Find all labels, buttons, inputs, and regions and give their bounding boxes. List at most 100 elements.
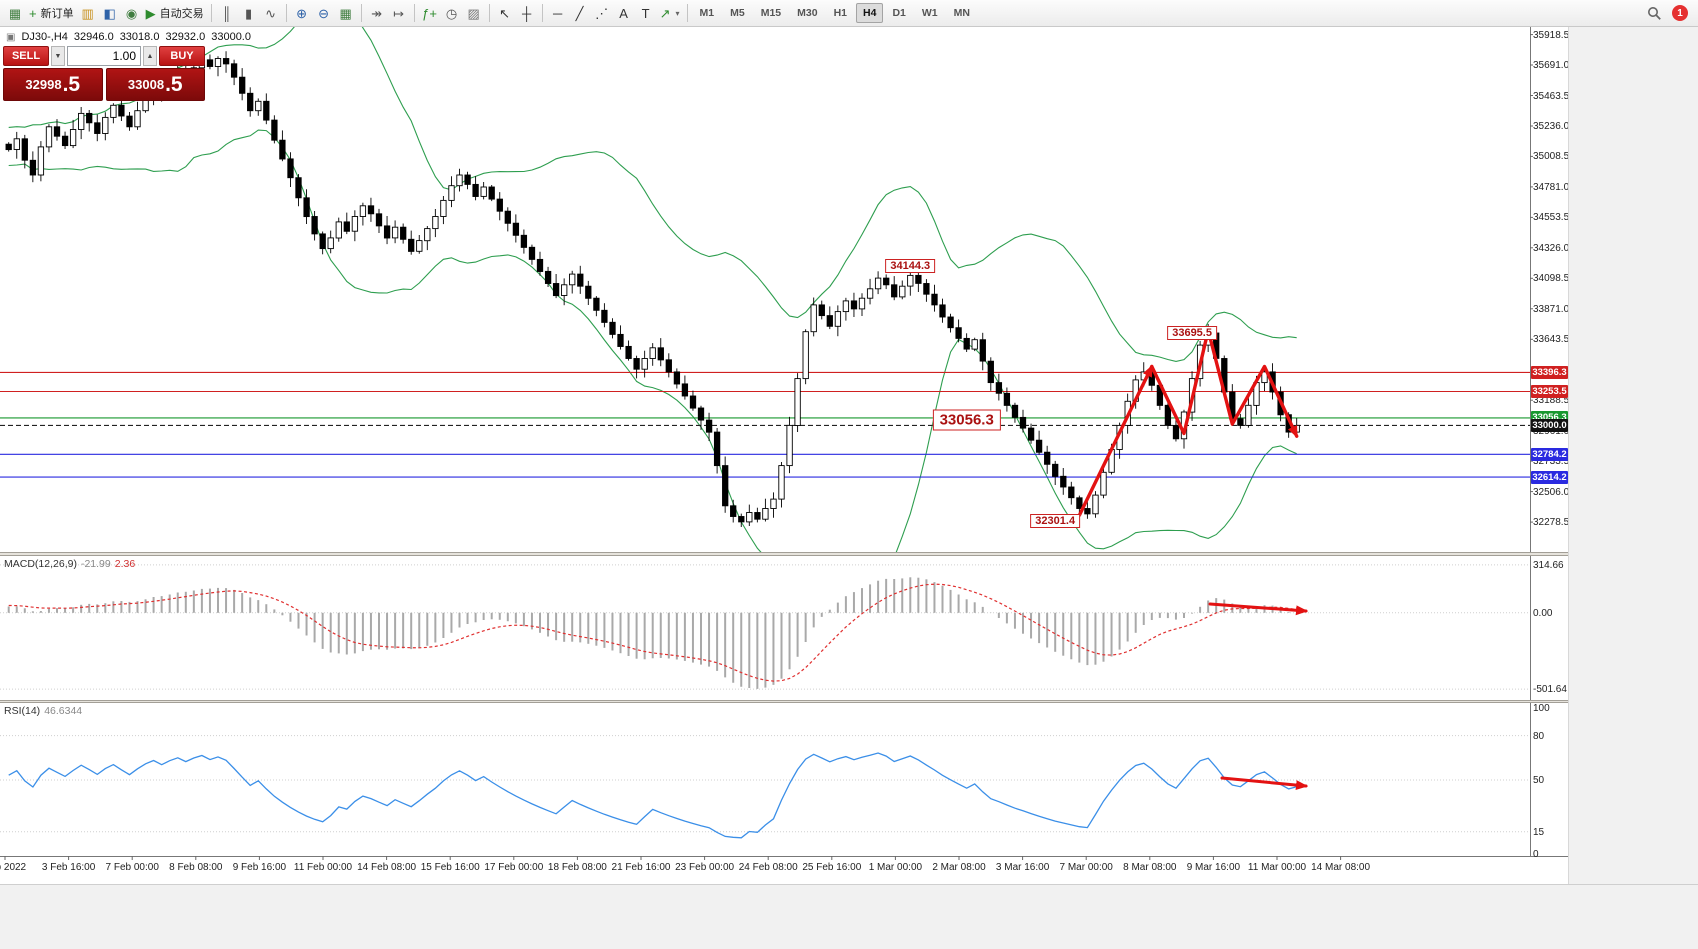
- autotrading-glyph: ▶: [145, 5, 156, 21]
- new-order-button[interactable]: + 新订单: [26, 2, 77, 24]
- line-chart-icon[interactable]: ∿: [260, 2, 282, 24]
- chart-canvas[interactable]: [0, 0, 1568, 884]
- timeframe-mn[interactable]: MN: [947, 3, 977, 23]
- symbol-period-label: DJ30-,H4: [21, 31, 68, 43]
- zoom-out-icon-glyph: ⊖: [318, 5, 330, 21]
- chart-shift-icon[interactable]: ↦: [388, 2, 410, 24]
- volume-increase-button[interactable]: ▲: [143, 46, 157, 66]
- horizontal-line-icon[interactable]: ─: [547, 2, 569, 24]
- market-watch-icon[interactable]: ▥: [77, 2, 99, 24]
- chart-symbol-header: ▣ DJ30-,H4 32946.0 33018.0 32932.0 33000…: [6, 31, 251, 43]
- ohlc-close: 33000.0: [211, 31, 251, 43]
- line-chart-icon-glyph: ∿: [265, 5, 277, 21]
- crosshair-icon[interactable]: ┼: [516, 2, 538, 24]
- trade-panel-controls: SELL ▼ ▲ BUY: [3, 46, 205, 66]
- horizontal-line-icon-glyph: ─: [552, 5, 563, 21]
- indicators-icon[interactable]: ƒ+: [419, 2, 441, 24]
- toolbar-separator: [360, 4, 362, 22]
- data-window-icon[interactable]: ◧: [99, 2, 121, 24]
- candlestick-chart-icon[interactable]: ▮: [238, 2, 260, 24]
- chart-shift-icon-glyph: ↦: [393, 5, 405, 21]
- one-click-trading-panel: SELL ▼ ▲ BUY 32998 .5 33008 .5: [3, 46, 205, 101]
- equidistant-channel-icon[interactable]: ⋰: [591, 2, 613, 24]
- chart-type-icon: ▣: [6, 31, 16, 43]
- price-annotation[interactable]: 33056.3: [932, 409, 1001, 431]
- auto-scroll-icon[interactable]: ↠: [366, 2, 388, 24]
- periods-icon[interactable]: ◷: [441, 2, 463, 24]
- tile-windows-icon[interactable]: ▦: [335, 2, 357, 24]
- price-annotation[interactable]: 34144.3: [885, 259, 936, 274]
- bar-chart-icon[interactable]: ║: [216, 2, 238, 24]
- price-annotation[interactable]: 33695.5: [1167, 326, 1217, 340]
- ohlc-open: 32946.0: [73, 31, 114, 43]
- buy-button[interactable]: BUY: [159, 46, 205, 66]
- timeframe-toolbar: M1 M5 M15 M30 H1 H4 D1 W1 MN: [692, 3, 978, 23]
- timeframe-m15[interactable]: M15: [754, 3, 788, 23]
- trendline-icon[interactable]: ╱: [569, 2, 591, 24]
- time-axis[interactable]: [0, 856, 1568, 884]
- autotrading-button[interactable]: ▶ 自动交易: [143, 2, 207, 24]
- timeframe-w1[interactable]: W1: [915, 3, 945, 23]
- timeframe-h4[interactable]: H4: [856, 3, 884, 23]
- volume-decrease-button[interactable]: ▼: [51, 46, 65, 66]
- timeframe-m1[interactable]: M1: [693, 3, 722, 23]
- periods-icon-glyph: ◷: [445, 5, 458, 21]
- toolbar-separator: [413, 4, 415, 22]
- toolbar-separator: [488, 4, 490, 22]
- buy-price-main: 33008: [127, 77, 165, 92]
- autotrading-button-label: 自动交易: [159, 8, 204, 20]
- macd-main-value: -21.99: [80, 558, 111, 570]
- rsi-indicator-label: RSI(14) 46.6344: [4, 705, 82, 717]
- notification-badge[interactable]: 1: [1672, 5, 1688, 21]
- arrows-tool-icon-glyph: ↗: [659, 5, 671, 21]
- text-label-icon[interactable]: T: [635, 2, 657, 24]
- new-chart-icon-glyph: ▦: [8, 5, 22, 21]
- price-annotation[interactable]: 32301.4: [1030, 513, 1081, 528]
- toolbar-separator: [285, 4, 287, 22]
- trade-panel-prices: 32998 .5 33008 .5: [3, 68, 205, 101]
- templates-icon-glyph: ▨: [467, 5, 480, 21]
- search-icon: [1647, 6, 1661, 20]
- market-watch-icon-glyph: ▥: [81, 5, 94, 21]
- zoom-out-icon[interactable]: ⊖: [313, 2, 335, 24]
- arrows-tool-icon[interactable]: ↗ ▾: [657, 2, 683, 24]
- timeframe-d1[interactable]: D1: [885, 3, 912, 23]
- pane-divider-rsi[interactable]: [0, 700, 1568, 703]
- text-label-icon-glyph: T: [641, 5, 650, 21]
- sell-button[interactable]: SELL: [3, 46, 49, 66]
- macd-signal-value: 2.36: [114, 558, 136, 570]
- price-axis[interactable]: [1530, 27, 1568, 856]
- indicators-icon-glyph: ƒ+: [422, 5, 437, 21]
- navigator-icon[interactable]: ◉: [121, 2, 143, 24]
- timeframe-m30[interactable]: M30: [790, 3, 824, 23]
- pane-divider-macd[interactable]: [0, 552, 1568, 556]
- rsi-value: 46.6344: [44, 705, 83, 717]
- zoom-in-icon[interactable]: ⊕: [291, 2, 313, 24]
- zoom-in-icon-glyph: ⊕: [296, 5, 308, 21]
- volume-input[interactable]: [67, 46, 141, 66]
- timeframe-m5[interactable]: M5: [723, 3, 752, 23]
- tile-windows-icon-glyph: ▦: [339, 5, 352, 21]
- sell-price-display[interactable]: 32998 .5: [3, 68, 103, 101]
- timeframe-h1[interactable]: H1: [827, 3, 854, 23]
- search-button[interactable]: [1643, 2, 1665, 24]
- buy-price-display[interactable]: 33008 .5: [105, 68, 205, 101]
- toolbar-left-groups: ▦ + 新订单 ▥ ◧ ◉ ▶ 自动交易 ║ ▮ ∿ ⊕ ⊖ ▦ ↠ ↦ ƒ+ ◷ ▨ ↖ ┼ ─ ╱ ⋰ A T ↗ ▾: [4, 2, 683, 24]
- cursor-icon[interactable]: ↖: [494, 2, 516, 24]
- bar-chart-icon-glyph: ║: [221, 5, 232, 21]
- new-chart-icon[interactable]: ▦: [4, 2, 26, 24]
- equidistant-channel-icon-glyph: ⋰: [595, 5, 609, 21]
- auto-scroll-icon-glyph: ↠: [371, 5, 383, 21]
- text-icon[interactable]: A: [613, 2, 635, 24]
- new-order-button-label: 新订单: [40, 8, 74, 20]
- ohlc-low: 32932.0: [165, 31, 206, 43]
- chart-window[interactable]: 35918.5 35691.0 35463.5 35236.0 35008.5 34781…: [0, 0, 1569, 884]
- trendline-icon-glyph: ╱: [575, 5, 584, 21]
- macd-name: MACD(12,26,9): [4, 558, 77, 570]
- toolbar: ▦ + 新订单 ▥ ◧ ◉ ▶ 自动交易 ║ ▮ ∿ ⊕ ⊖ ▦ ↠ ↦ ƒ+ ◷ ▨ ↖ ┼ ─ ╱ ⋰ A T ↗ ▾ M1 M5 M…: [0, 0, 1698, 27]
- crosshair-icon-glyph: ┼: [521, 5, 532, 21]
- toolbar-separator: [210, 4, 212, 22]
- templates-icon[interactable]: ▨: [463, 2, 485, 24]
- macd-indicator-label: MACD(12,26,9) -21.99 2.36: [4, 558, 135, 570]
